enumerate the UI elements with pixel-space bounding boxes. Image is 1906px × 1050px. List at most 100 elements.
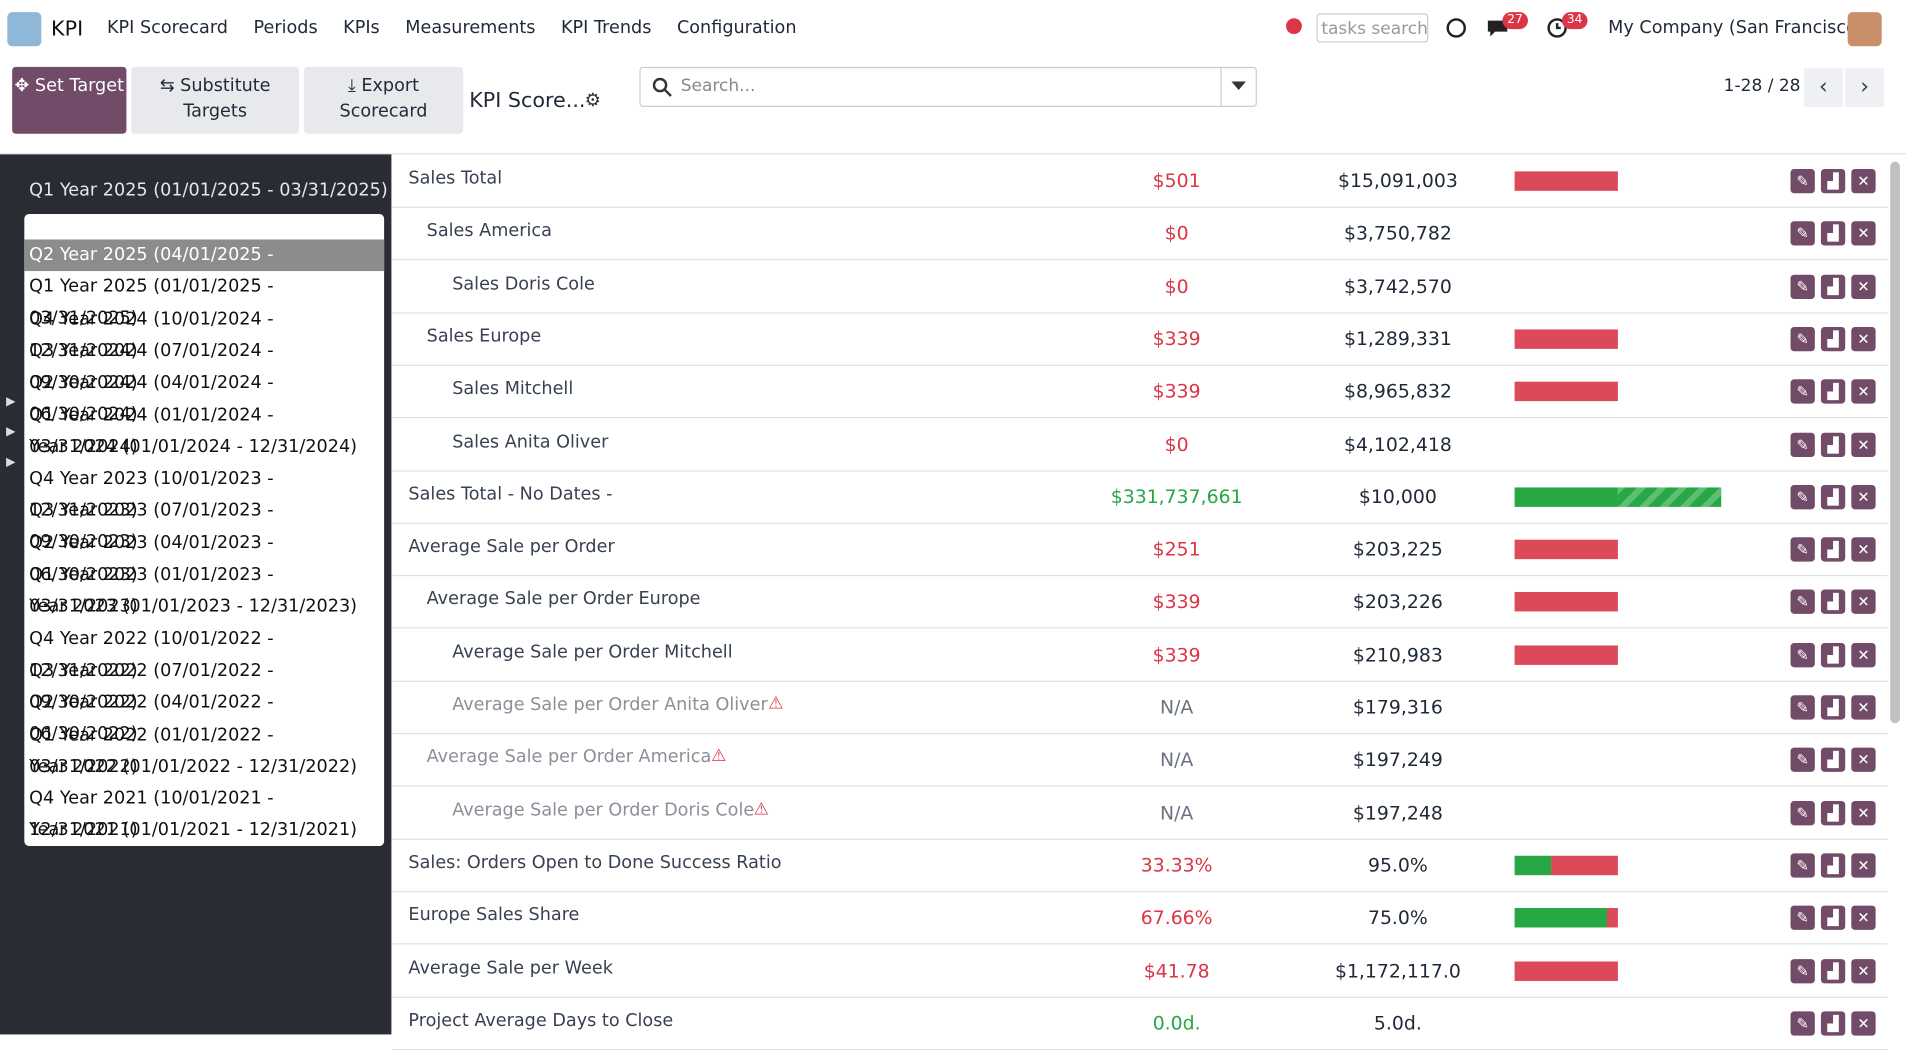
chart-button[interactable]: ▟ — [1820, 432, 1846, 457]
delete-button[interactable]: ✕ — [1851, 800, 1876, 825]
app-icon[interactable] — [7, 12, 42, 47]
period-option[interactable]: Q2 Year 2024 (04/01/2024 - 06/30/2024) — [29, 373, 274, 425]
kpi-row[interactable]: Average Sale per Order Doris Cole ⚠ N/A $19… — [392, 786, 1888, 840]
delete-button[interactable]: ✕ — [1851, 590, 1876, 615]
kpi-name[interactable]: Sales America — [426, 221, 552, 242]
scrollbar[interactable] — [1890, 161, 1900, 724]
period-option[interactable]: Q4 Year 2022 (10/01/2022 - 12/31/2022) — [29, 629, 274, 681]
kpi-row[interactable]: Europe Sales Share 67.66% 75.0% ✎ ▟ ✕ — [392, 891, 1888, 945]
kpi-name[interactable]: Sales Anita Oliver — [452, 432, 609, 452]
edit-button[interactable]: ✎ — [1790, 695, 1815, 720]
delete-button[interactable]: ✕ — [1851, 958, 1876, 983]
menu-item[interactable]: KPI Trends — [560, 18, 652, 38]
delete-button[interactable]: ✕ — [1851, 905, 1876, 931]
menu-item[interactable]: Measurements — [405, 18, 536, 38]
edit-button[interactable]: ✎ — [1790, 590, 1815, 615]
substitute-button[interactable]: ⇆ Substitute Targets — [131, 66, 300, 134]
kpi-row[interactable]: Sales Anita Oliver $0 $4,102,418 ✎ ▟ ✕ — [392, 418, 1888, 472]
record-dot[interactable] — [1286, 18, 1302, 35]
kpi-name[interactable]: Sales: Orders Open to Done Success Ratio — [408, 853, 782, 873]
kpi-name[interactable]: Average Sale per Order Europe — [426, 590, 701, 610]
edit-button[interactable]: ✎ — [1790, 537, 1815, 562]
chart-button[interactable]: ▟ — [1820, 853, 1846, 878]
messages-icon[interactable] — [1485, 17, 1509, 39]
period-option[interactable]: Q2 Year 2025 (04/01/2025 - 06/30/2026) — [24, 239, 385, 297]
edit-button[interactable]: ✎ — [1790, 853, 1815, 878]
chart-button[interactable]: ▟ — [1820, 905, 1846, 931]
chart-button[interactable]: ▟ — [1820, 274, 1846, 299]
kpi-row[interactable]: Sales Total $501 $15,091,003 ✎ ▟ ✕ — [392, 154, 1888, 208]
period-option[interactable]: Q4 Year 2024 (10/01/2024 - 12/31/2024) — [29, 309, 274, 361]
kpi-name[interactable]: Project Average Days to Close — [408, 1011, 674, 1031]
delete-button[interactable]: ✕ — [1851, 747, 1876, 773]
period-option[interactable]: Year 2023 (01/01/2023 - 12/31/2023) — [29, 597, 358, 617]
period-option[interactable]: Year 2024 (01/01/2024 - 12/31/2024) — [29, 437, 358, 457]
chart-button[interactable]: ▟ — [1820, 590, 1846, 615]
breadcrumb[interactable]: KPI Score... — [469, 88, 586, 114]
menu-item[interactable]: KPI Scorecard — [106, 18, 228, 38]
delete-button[interactable]: ✕ — [1851, 274, 1876, 299]
period-option[interactable]: Q2 Year 2022 (04/01/2022 - 06/30/2022) — [29, 693, 274, 745]
period-option[interactable]: Q1 Year 2023 (01/01/2023 - 03/31/2023) — [29, 565, 274, 617]
chart-button[interactable]: ▟ — [1820, 379, 1846, 404]
delete-button[interactable]: ✕ — [1851, 853, 1876, 878]
chart-button[interactable]: ▟ — [1820, 1011, 1846, 1036]
chat-icon[interactable] — [1444, 16, 1468, 40]
chart-button[interactable]: ▟ — [1820, 537, 1846, 562]
period-option[interactable]: Year 2022 (01/01/2022 - 12/31/2022) — [29, 757, 358, 777]
kpi-name[interactable]: Average Sale per Week — [408, 958, 613, 978]
edit-button[interactable]: ✎ — [1790, 221, 1815, 246]
menu-item[interactable]: Configuration — [676, 18, 797, 38]
chart-button[interactable]: ▟ — [1820, 747, 1846, 773]
delete-button[interactable]: ✕ — [1851, 484, 1876, 510]
kpi-row[interactable]: Sales Mitchell $339 $8,965,832 ✎ ▟ ✕ — [392, 365, 1888, 419]
period-option[interactable]: Q4 Year 2023 (10/01/2023 - 12/31/2023) — [29, 469, 274, 521]
kpi-name[interactable]: Average Sale per Order America — [426, 747, 712, 768]
edit-button[interactable]: ✎ — [1790, 1011, 1815, 1036]
delete-button[interactable]: ✕ — [1851, 221, 1876, 246]
delete-button[interactable]: ✕ — [1851, 537, 1876, 562]
chart-button[interactable]: ▟ — [1820, 695, 1846, 720]
chart-button[interactable]: ▟ — [1820, 642, 1846, 667]
tasks-search[interactable]: tasks search — [1316, 13, 1429, 43]
kpi-row[interactable]: Average Sale per Order Mitchell $339 $210,… — [392, 628, 1888, 682]
period-option[interactable]: Q3 Year 2023 (07/01/2023 - 09/30/2023) — [29, 501, 274, 553]
kpi-name[interactable]: Sales Doris Cole — [452, 274, 595, 294]
kpi-row[interactable]: Sales: Orders Open to Done Success Ratio… — [392, 839, 1888, 893]
avatar[interactable] — [1847, 12, 1882, 47]
kpi-name[interactable]: Average Sale per Order Anita Oliver — [452, 695, 768, 715]
kpi-row[interactable]: Sales Doris Cole $0 $3,742,570 ✎ ▟ ✕ — [392, 260, 1888, 314]
search-toggle[interactable] — [1231, 81, 1246, 91]
export-button[interactable]: ⤓ Export Scorecard — [303, 66, 464, 134]
pager-next[interactable]: › — [1845, 68, 1885, 107]
app-name[interactable]: KPI — [51, 17, 84, 42]
chart-button[interactable]: ▟ — [1820, 484, 1846, 510]
edit-button[interactable]: ✎ — [1790, 800, 1815, 825]
edit-button[interactable]: ✎ — [1790, 484, 1815, 510]
edit-button[interactable]: ✎ — [1790, 958, 1815, 983]
kpi-name[interactable]: Average Sale per Order Doris Cole — [452, 800, 755, 821]
delete-button[interactable]: ✕ — [1851, 168, 1876, 194]
kpi-name[interactable]: Sales Total — [408, 168, 503, 189]
kpi-row[interactable]: Project Average Days to Close 0.0d. 5.0d. ✎… — [392, 997, 1888, 1050]
edit-button[interactable]: ✎ — [1790, 905, 1815, 931]
kpi-name[interactable]: Sales Europe — [426, 326, 542, 347]
period-option[interactable]: Q3 Year 2024 (07/01/2024 - 09/30/2024) — [29, 341, 274, 393]
kpi-row[interactable]: Average Sale per Order Anita Oliver ⚠ N/A $… — [392, 681, 1888, 735]
period-option[interactable]: Q1 Year 2024 (01/01/2024 - 03/31/2024) — [29, 405, 274, 457]
delete-button[interactable]: ✕ — [1851, 1011, 1876, 1036]
period-option[interactable]: Q1 Year 2025 (01/01/2025 - 03/31/2025) — [29, 277, 274, 329]
chart-button[interactable]: ▟ — [1820, 168, 1846, 194]
period-option[interactable]: Year 2021 (01/01/2021 - 12/31/2021) — [29, 820, 358, 841]
period-select[interactable]: Q1 Year 2025 (01/01/2025 - 03/31/2025) — [29, 181, 388, 201]
delete-button[interactable]: ✕ — [1851, 432, 1876, 457]
period-option[interactable]: Q4 Year 2021 (10/01/2021 - 12/31/2021) — [29, 789, 274, 841]
kpi-row[interactable]: Average Sale per Week $41.78 $1,172,117.0 ✎… — [392, 944, 1888, 998]
period-option[interactable]: Q2 Year 2023 (04/01/2023 - 06/30/2023) — [29, 533, 274, 585]
kpi-name[interactable]: Average Sale per Order — [408, 537, 615, 557]
kpi-row[interactable]: Sales Europe $339 $1,289,331 ✎ ▟ ✕ — [392, 312, 1888, 366]
kpi-row[interactable]: Average Sale per Order America ⚠ N/A $197,2… — [392, 733, 1888, 787]
edit-button[interactable]: ✎ — [1790, 379, 1815, 404]
kpi-name[interactable]: Sales Mitchell — [452, 379, 574, 399]
menu-item[interactable]: Periods — [253, 18, 318, 38]
